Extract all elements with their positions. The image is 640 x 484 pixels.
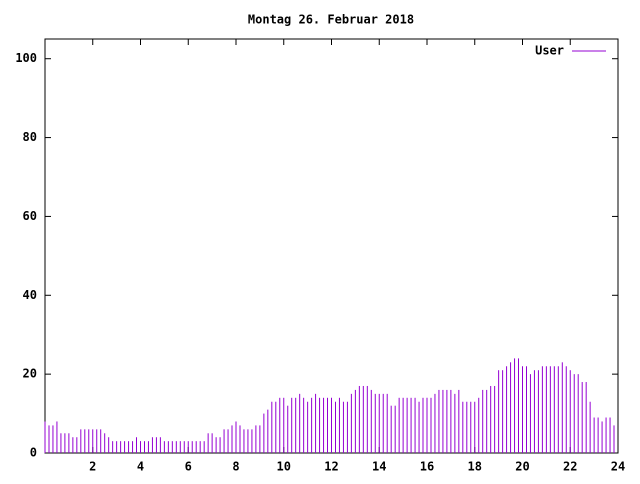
x-tick-label: 16 xyxy=(420,460,434,474)
x-tick-label: 2 xyxy=(89,460,96,474)
x-tick-label: 18 xyxy=(468,460,482,474)
legend-label: User xyxy=(535,44,564,58)
x-tick-label: 10 xyxy=(277,460,291,474)
x-tick-label: 22 xyxy=(563,460,577,474)
y-tick-label: 20 xyxy=(23,367,37,381)
x-tick-label: 6 xyxy=(185,460,192,474)
y-tick-label: 60 xyxy=(23,209,37,223)
y-tick-label: 100 xyxy=(15,51,37,65)
x-tick-label: 8 xyxy=(232,460,239,474)
y-tick-label: 80 xyxy=(23,130,37,144)
chart-title: Montag 26. Februar 2018 xyxy=(248,13,414,27)
x-tick-label: 12 xyxy=(324,460,338,474)
x-tick-label: 4 xyxy=(137,460,144,474)
x-tick-label: 14 xyxy=(372,460,386,474)
y-tick-label: 0 xyxy=(30,446,37,460)
x-tick-label: 24 xyxy=(611,460,625,474)
x-tick-label: 20 xyxy=(515,460,529,474)
plot-frame xyxy=(44,38,619,454)
y-tick-label: 40 xyxy=(23,288,37,302)
